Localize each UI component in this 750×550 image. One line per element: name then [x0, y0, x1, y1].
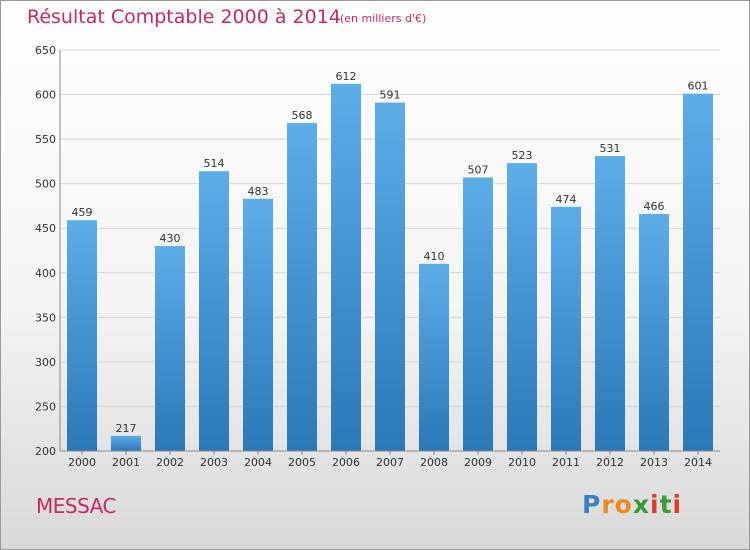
bar-value-label: 459: [72, 206, 93, 219]
chart-subtitle: (en milliers d'€): [340, 12, 427, 25]
bar-value-label: 612: [336, 70, 357, 83]
y-tick-label: 200: [35, 445, 56, 458]
bar-2014: [683, 93, 713, 452]
x-tick-label: 2010: [508, 456, 536, 469]
bars: 459 217 430 514 483 568 612 591 410 507 523 474 531 4…: [67, 70, 713, 452]
bar-value-label: 531: [600, 142, 621, 155]
logo-letter: i: [650, 490, 660, 519]
bar-value-label: 483: [248, 185, 269, 198]
bar-2010: [507, 163, 537, 451]
bar-value-label: 514: [204, 157, 225, 170]
x-tick-label: 2004: [244, 456, 272, 469]
bar-2000: [67, 220, 97, 451]
x-tick-label: 2008: [420, 456, 448, 469]
bar-value-label: 507: [468, 163, 489, 176]
logo-letter: i: [672, 490, 683, 519]
x-tick-label: 2002: [156, 456, 184, 469]
y-tick-label: 300: [35, 356, 56, 369]
bar-value-label: 591: [380, 89, 401, 102]
bar-2002: [155, 246, 185, 451]
logo-letter: x: [632, 490, 650, 519]
y-tick-label: 350: [35, 311, 56, 324]
x-tick-label: 2011: [552, 456, 580, 469]
bar-2001: [111, 435, 141, 451]
x-tick-label: 2006: [332, 456, 360, 469]
x-tick-label: 2000: [68, 456, 96, 469]
x-tick-label: 2003: [200, 456, 228, 469]
bar-2004: [243, 198, 273, 451]
bar-2012: [595, 156, 625, 451]
bar-2009: [463, 177, 493, 451]
bar-2007: [375, 102, 405, 451]
x-tick-label: 2013: [640, 456, 668, 469]
logo-letter: t: [659, 490, 673, 519]
bar-value-label: 474: [556, 193, 577, 206]
bar-value-label: 410: [424, 250, 445, 263]
bar-2011: [551, 206, 581, 451]
bar-2005: [287, 123, 317, 452]
x-tick-label: 2012: [596, 456, 624, 469]
x-tick-label: 2007: [376, 456, 404, 469]
bar-value-label: 568: [292, 109, 313, 122]
y-tick-label: 400: [35, 267, 56, 280]
bar-2003: [199, 171, 229, 452]
y-tick-label: 650: [35, 44, 56, 57]
x-tick-label: 2005: [288, 456, 316, 469]
y-tick-label: 550: [35, 133, 56, 146]
x-tick-label: 2009: [464, 456, 492, 469]
y-tick-label: 250: [35, 400, 56, 413]
logo-letter: r: [601, 490, 615, 519]
bar-value-label: 523: [512, 149, 533, 162]
proxiti-logo[interactable]: Proxiti: [582, 490, 682, 519]
x-tick-label: 2014: [684, 456, 712, 469]
x-tick-label: 2001: [112, 456, 140, 469]
y-tick-label: 600: [35, 89, 56, 102]
y-tick-label: 500: [35, 178, 56, 191]
logo-letter: P: [582, 490, 602, 519]
logo-letter: o: [614, 490, 633, 519]
bar-2013: [639, 213, 669, 451]
bar-value-label: 217: [116, 422, 137, 435]
location-label: MESSAC: [36, 494, 116, 518]
chart-title: Résultat Comptable 2000 à 2014: [27, 6, 341, 28]
bar-2008: [419, 263, 449, 451]
bar-value-label: 601: [688, 80, 709, 93]
y-tick-label: 450: [35, 222, 56, 235]
bar-value-label: 430: [160, 232, 181, 245]
axes: 200 250 300 350 400 450 500 550 600 650 2000 2001 20…: [35, 44, 720, 469]
bar-value-label: 466: [644, 200, 665, 213]
bar-2006: [331, 83, 361, 452]
